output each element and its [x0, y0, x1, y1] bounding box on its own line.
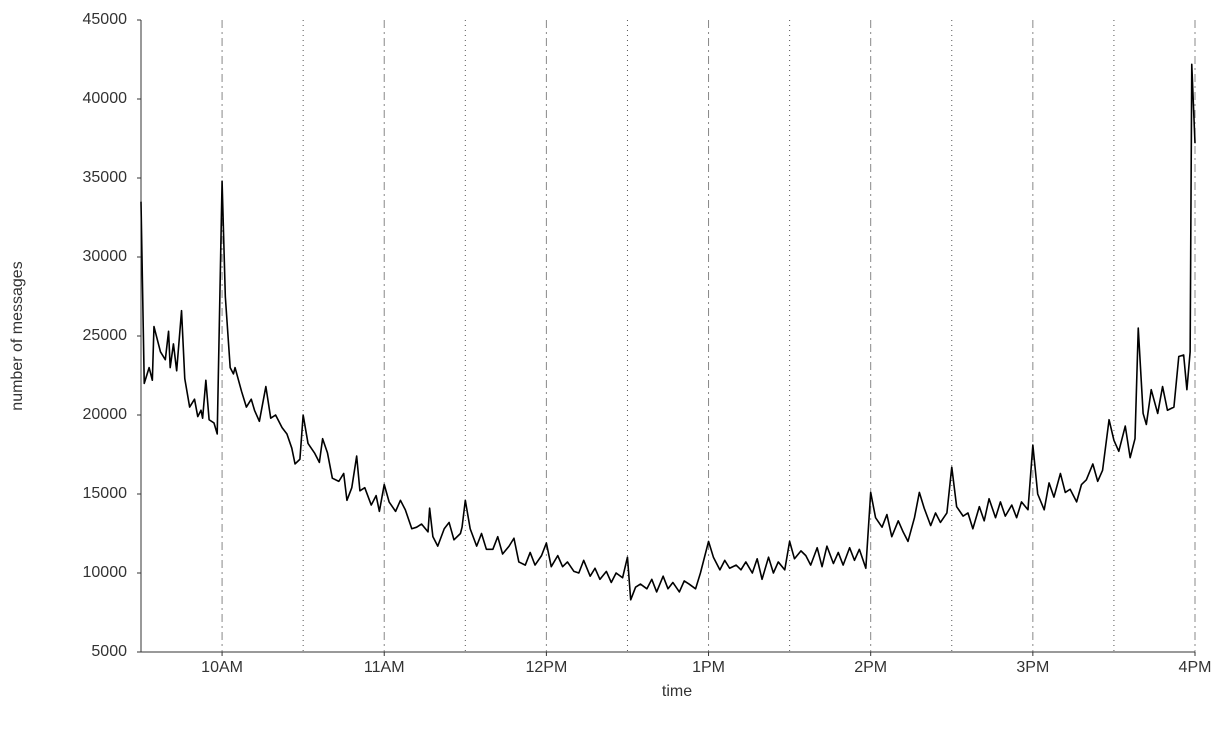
x-tick-label: 2PM: [854, 659, 887, 676]
y-tick-label: 30000: [83, 248, 128, 265]
y-tick-label: 5000: [91, 643, 127, 660]
y-tick-label: 25000: [83, 327, 128, 344]
y-tick-label: 20000: [83, 406, 128, 423]
x-tick-label: 11AM: [364, 659, 405, 676]
y-axis-label: number of messages: [9, 261, 26, 410]
x-tick-label: 12PM: [525, 659, 567, 676]
x-tick-label: 1PM: [692, 659, 725, 676]
y-tick-label: 40000: [83, 90, 128, 107]
y-tick-label: 35000: [83, 169, 128, 186]
x-tick-label: 10AM: [201, 659, 243, 676]
y-tick-label: 10000: [83, 564, 128, 581]
data-line: [140, 63, 1196, 601]
y-tick-label: 15000: [83, 485, 128, 502]
y-tick-label: 45000: [83, 11, 128, 28]
x-tick-label: 4PM: [1179, 659, 1212, 676]
x-axis-label: time: [662, 683, 692, 700]
x-tick-label: 3PM: [1016, 659, 1049, 676]
